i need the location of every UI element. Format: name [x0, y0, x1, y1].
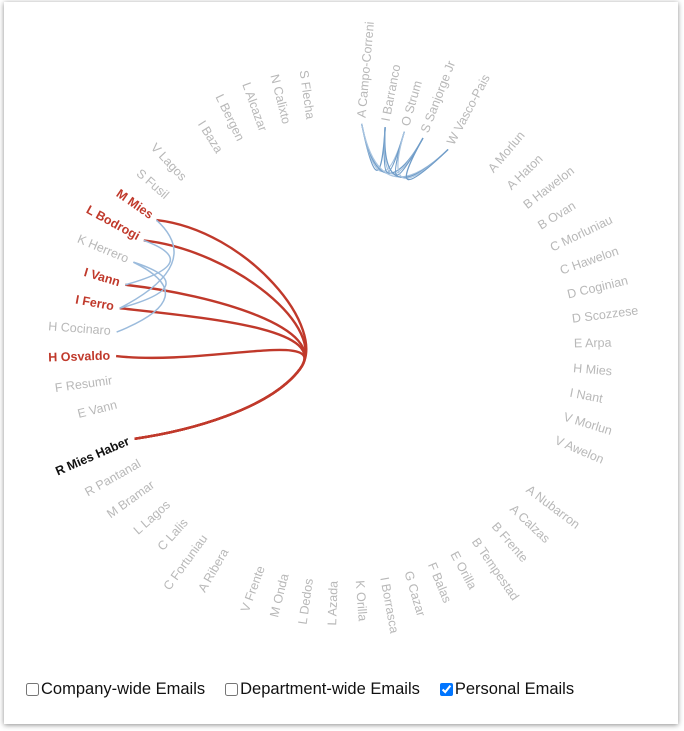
node-label: S Fusil	[134, 166, 172, 202]
node-label: L Azada	[325, 581, 340, 626]
node-label: F Balas	[425, 560, 454, 605]
checkbox[interactable]	[439, 683, 453, 696]
checkbox-control[interactable]: Company-wide Emails	[26, 680, 205, 699]
edge	[115, 348, 306, 440]
node-label: L Alcazar	[239, 80, 270, 133]
edge	[119, 307, 306, 440]
edges	[115, 123, 449, 440]
node-label: V Awelon	[553, 433, 606, 466]
edge	[405, 137, 449, 181]
node-label: L Dedos	[296, 578, 316, 626]
checkbox-label: Personal Emails	[454, 680, 575, 698]
checkbox-label: Department-wide Emails	[240, 680, 420, 698]
node-label: E Orilla	[448, 549, 480, 592]
node-label: I Barranco	[379, 63, 404, 122]
node-label: K Orilla	[353, 580, 370, 622]
edge	[383, 127, 405, 173]
node-label: K Herrero	[75, 232, 130, 266]
node-label: S Flecha	[297, 69, 318, 120]
edge	[384, 127, 449, 179]
node-label: H Mies	[573, 361, 613, 378]
edge	[134, 218, 308, 440]
controls: Company-wide Emails Department-wide Email…	[26, 680, 594, 699]
node-label: D Scozzese	[571, 303, 639, 325]
checkbox-label: Company-wide Emails	[41, 680, 206, 698]
node-label: W Vasco-Pais	[444, 72, 493, 147]
node-label: A Campo-Correni	[355, 21, 377, 118]
checkbox-control[interactable]: Personal Emails	[439, 680, 575, 699]
node-label: H Cocinaro	[48, 319, 111, 338]
edge	[116, 261, 167, 333]
node-label: M Mies	[114, 186, 156, 221]
edge	[125, 283, 307, 440]
node-label: I Baza	[195, 118, 226, 156]
edge	[134, 239, 307, 440]
edge	[119, 219, 175, 309]
node-label: B Ovan	[535, 199, 578, 233]
node-label: I Nant	[569, 386, 605, 406]
node-label: G Cazar	[401, 569, 428, 618]
edge	[119, 261, 167, 309]
node-label: V Morlun	[562, 410, 614, 438]
node-label: C Lalis	[155, 516, 191, 554]
node-label: I Vann	[82, 265, 121, 289]
node-label: I Ferro	[74, 293, 115, 314]
node-label: E Vann	[76, 398, 118, 421]
node-label: M Onda	[267, 572, 291, 619]
edge	[125, 239, 172, 286]
panel	[4, 2, 678, 724]
node-label: I Borrasca	[377, 576, 401, 635]
node-label: E Arpa	[574, 336, 612, 351]
node-label: N Calixto	[267, 73, 293, 126]
node-label: S Sanjorge Jr	[418, 59, 458, 135]
checkbox[interactable]	[225, 683, 239, 696]
checkbox-control[interactable]: Department-wide Emails	[225, 680, 420, 699]
checkbox[interactable]	[26, 683, 39, 696]
node-label: C Hawelon	[558, 244, 620, 278]
node-label: D Coginian	[566, 273, 629, 301]
node-label: F Resumir	[54, 373, 113, 395]
node-label: H Osvaldo	[48, 349, 111, 365]
node-label: V Frente	[238, 564, 268, 614]
